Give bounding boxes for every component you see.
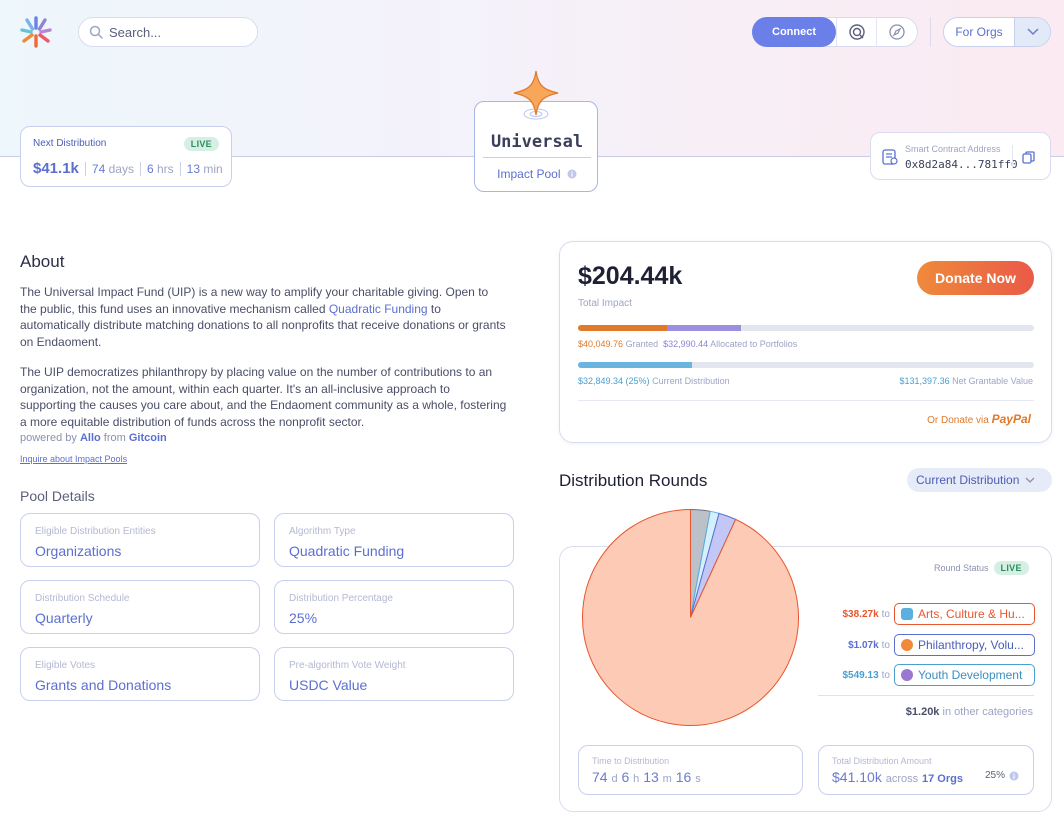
arts-icon bbox=[901, 608, 913, 620]
total-impact-amount: $204.44k bbox=[578, 262, 683, 290]
distribution-rounds-heading: Distribution Rounds bbox=[559, 471, 708, 490]
next-distribution-amount: $41.1k bbox=[33, 160, 79, 177]
current-distribution-label: $32,849.34 (25%) Current Distribution bbox=[578, 376, 730, 386]
detail-distribution-percentage: Distribution Percentage 25% bbox=[274, 580, 514, 634]
info-icon[interactable] bbox=[1009, 771, 1019, 781]
sparkle-star-icon bbox=[513, 70, 559, 120]
category-pill-youth[interactable]: Youth Development bbox=[894, 664, 1035, 686]
youth-icon bbox=[901, 669, 913, 681]
round-select-value: Current Distribution bbox=[916, 473, 1020, 487]
minutes-segment: 13 min bbox=[179, 162, 229, 176]
granted-allocated-bar bbox=[578, 325, 1034, 331]
days-segment: 74 days bbox=[84, 162, 140, 176]
next-distribution-countdown: $41.1k 74 days 6 hrs 13 min bbox=[33, 160, 229, 177]
copy-icon[interactable] bbox=[1022, 151, 1035, 164]
category-row-arts: $38.27k to Arts, Culture & Hu... bbox=[843, 603, 1035, 625]
contract-address[interactable]: 0x8d2a84...781ff0 bbox=[905, 158, 1018, 171]
pool-subtitle: Impact Pool bbox=[475, 167, 599, 181]
contract-label: Smart Contract Address bbox=[905, 144, 1001, 154]
granted-allocated-labels: $40,049.76 Granted $32,990.44 Allocated … bbox=[578, 339, 798, 349]
smart-contract-card: Smart Contract Address 0x8d2a84...781ff0 bbox=[870, 132, 1051, 180]
round-status: Round Status LIVE bbox=[934, 561, 1029, 575]
distribution-pie-chart bbox=[582, 508, 799, 726]
about-paragraph-2: The UIP democratizes philanthropy by pla… bbox=[20, 365, 507, 429]
contract-divider bbox=[1012, 145, 1013, 169]
granted-bar-fill bbox=[578, 325, 668, 331]
total-impact-label: Total Impact bbox=[578, 298, 632, 309]
total-distribution-percent: 25% bbox=[985, 770, 1019, 781]
paypal-logo: PayPal bbox=[991, 412, 1031, 426]
philanthropy-icon bbox=[901, 639, 913, 651]
total-distribution-value: $41.10k across 17 Orgs bbox=[832, 769, 963, 785]
time-to-distribution-box: Time to Distribution 74 d 6 h 13 m 16 s bbox=[578, 745, 803, 795]
detail-distribution-entities: Eligible Distribution Entities Organizati… bbox=[20, 513, 260, 567]
connect-button[interactable]: Connect bbox=[752, 17, 836, 47]
chevron-down-icon bbox=[1025, 477, 1035, 483]
category-pill-philanthropy[interactable]: Philanthropy, Volu... bbox=[894, 634, 1035, 656]
impact-divider bbox=[578, 400, 1034, 401]
quadratic-funding-link[interactable]: Quadratic Funding bbox=[328, 301, 428, 316]
other-divider bbox=[818, 695, 1034, 696]
gitcoin-link[interactable]: Gitcoin bbox=[128, 432, 167, 444]
category-row-philanthropy: $1.07k to Philanthropy, Volu... bbox=[848, 634, 1035, 656]
next-distribution-title: Next Distribution bbox=[33, 138, 107, 149]
category-pill-arts[interactable]: Arts, Culture & Hu... bbox=[894, 603, 1035, 625]
explore-button[interactable] bbox=[876, 18, 916, 46]
next-distribution-card: Next Distribution LIVE $41.1k 74 days 6 … bbox=[20, 126, 232, 187]
paypal-donate-link[interactable]: Or Donate via PayPal bbox=[927, 412, 1031, 426]
pool-title: Universal bbox=[490, 132, 584, 152]
for-orgs-label[interactable]: For Orgs bbox=[955, 25, 1003, 39]
pool-divider bbox=[483, 157, 591, 158]
profile-button[interactable] bbox=[836, 18, 876, 46]
live-badge: LIVE bbox=[183, 137, 219, 151]
detail-eligible-votes: Eligible Votes Grants and Donations bbox=[20, 647, 260, 701]
current-distribution-fill bbox=[578, 362, 692, 368]
donate-now-button[interactable]: Donate Now bbox=[917, 261, 1034, 295]
powered-by: powered by Allo from Gitcoin bbox=[20, 432, 167, 444]
allo-link[interactable]: Allo bbox=[79, 432, 101, 444]
pool-details-heading: Pool Details bbox=[20, 488, 95, 504]
other-categories: $1.20k in other categories bbox=[905, 706, 1033, 718]
total-impact-card: $204.44k Total Impact Donate Now $40,049… bbox=[559, 241, 1052, 443]
allocated-bar-fill bbox=[667, 325, 741, 331]
contract-icon bbox=[882, 149, 898, 165]
round-live-badge: LIVE bbox=[993, 561, 1029, 575]
about-paragraph-1: The Universal Impact Fund (UIP) is a new… bbox=[20, 285, 506, 349]
round-select[interactable]: Current Distribution bbox=[907, 468, 1052, 492]
search-bar[interactable] bbox=[78, 17, 258, 47]
time-to-distribution-value: 74 d 6 h 13 m 16 s bbox=[592, 769, 701, 785]
header-divider bbox=[930, 17, 931, 47]
inquire-link[interactable]: Inquire about Impact Pools bbox=[20, 454, 128, 464]
portfolio-icon bbox=[848, 24, 865, 40]
total-distribution-box: Total Distribution Amount $41.10k across… bbox=[818, 745, 1034, 795]
search-icon bbox=[89, 25, 103, 39]
detail-algorithm-type: Algorithm Type Quadratic Funding bbox=[274, 513, 514, 567]
distribution-bar bbox=[578, 362, 1034, 368]
chevron-down-icon[interactable] bbox=[1014, 18, 1050, 46]
detail-vote-weight: Pre-algorithm Vote Weight USDC Value bbox=[274, 647, 514, 701]
wallet-controls: Connect bbox=[752, 17, 918, 47]
category-row-youth: $549.13 to Youth Development bbox=[843, 664, 1035, 686]
search-input[interactable] bbox=[109, 24, 249, 40]
pie-slice-arts[interactable] bbox=[582, 508, 799, 726]
net-grantable-label: $131,397.36 Net Grantable Value bbox=[899, 376, 1033, 386]
about-heading: About bbox=[20, 252, 65, 271]
hours-segment: 6 hrs bbox=[139, 162, 180, 176]
compass-icon bbox=[888, 24, 905, 40]
for-orgs-dropdown[interactable]: For Orgs bbox=[943, 17, 1051, 47]
endaoment-logo-icon[interactable] bbox=[18, 14, 54, 50]
info-icon[interactable] bbox=[567, 169, 577, 179]
detail-distribution-schedule: Distribution Schedule Quarterly bbox=[20, 580, 260, 634]
